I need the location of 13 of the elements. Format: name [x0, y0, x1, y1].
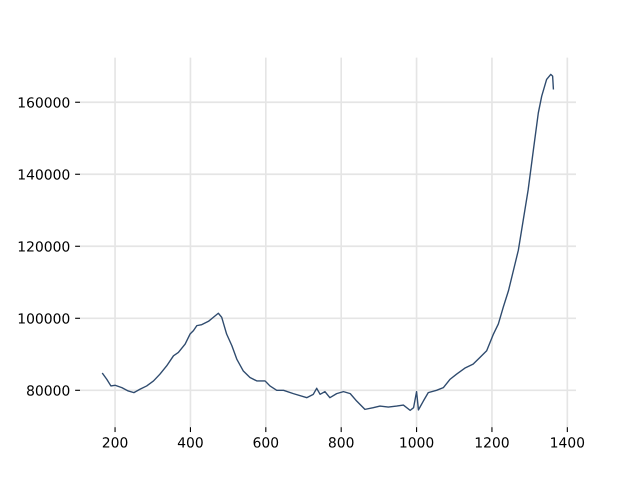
x-tick-label: 400 — [178, 437, 203, 448]
x-tick-label: 1200 — [476, 437, 509, 448]
x-tick-label: 800 — [328, 437, 354, 448]
y-tick-label: 160000 — [18, 97, 70, 108]
y-tick-label: 140000 — [18, 169, 70, 180]
x-tick-label: 1400 — [551, 437, 584, 448]
x-tick-label: 600 — [254, 437, 278, 448]
y-tick-label: 100000 — [18, 313, 70, 324]
x-tick-label: 1000 — [400, 437, 434, 448]
y-tick-label: 120000 — [18, 241, 70, 252]
x-tick-label: 200 — [102, 437, 128, 448]
y-tick-label: 80000 — [27, 385, 70, 396]
line-series — [102, 74, 554, 412]
